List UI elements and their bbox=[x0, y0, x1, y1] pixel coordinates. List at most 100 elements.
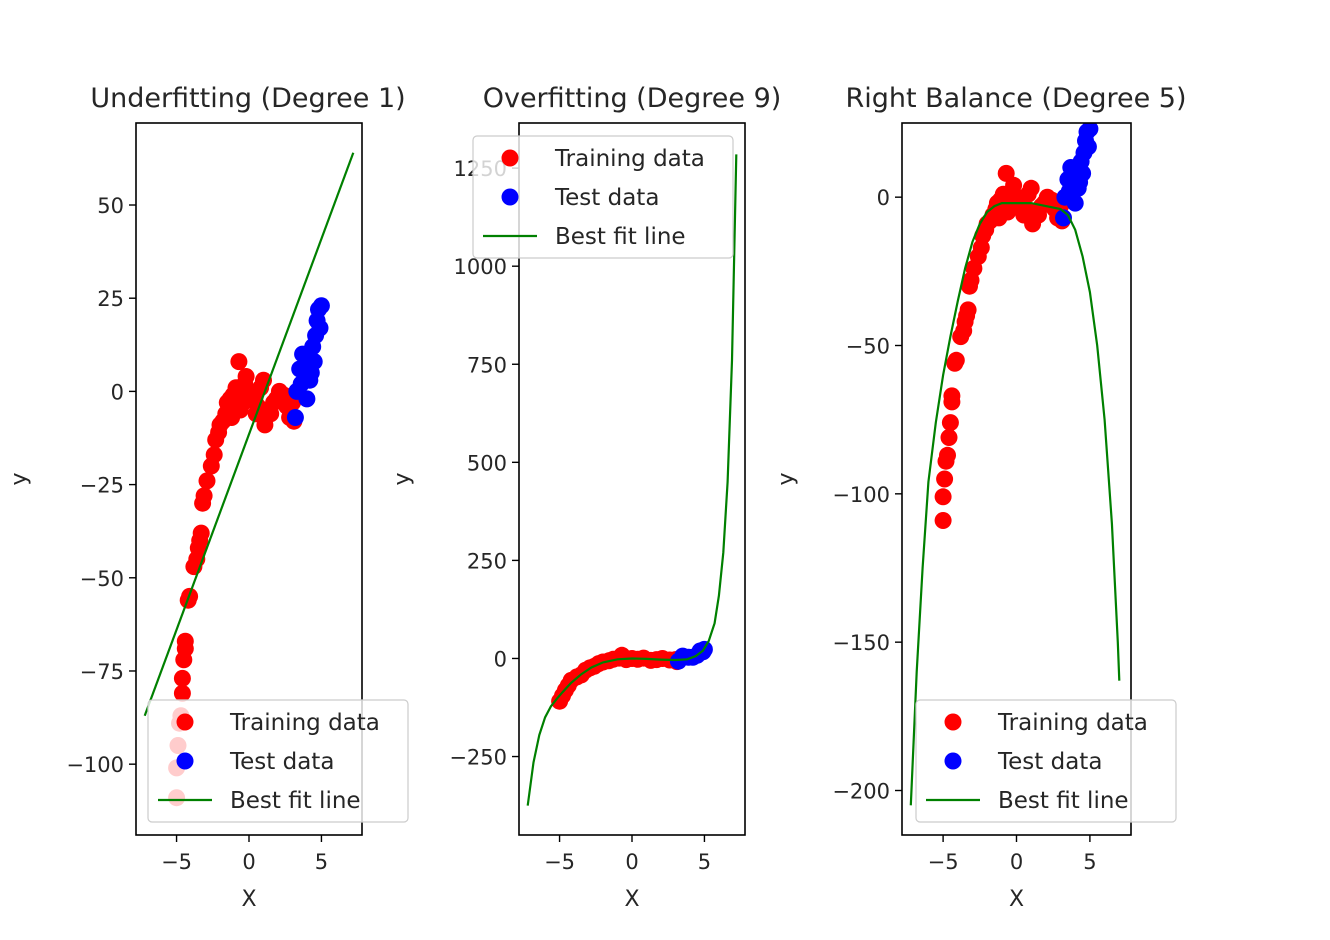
x-tick-label: 5 bbox=[1083, 850, 1096, 874]
legend-marker-swatch bbox=[501, 149, 519, 167]
best-fit-line bbox=[526, 154, 738, 806]
training-point bbox=[192, 524, 210, 542]
y-tick-label: −75 bbox=[80, 660, 124, 684]
training-point bbox=[173, 669, 191, 687]
x-tick-label: −5 bbox=[161, 850, 192, 874]
legend-label: Test data bbox=[997, 749, 1102, 775]
legend-label: Training data bbox=[997, 710, 1148, 736]
legend-box bbox=[915, 699, 1177, 823]
test-point bbox=[1071, 173, 1089, 191]
legend-marker-swatch bbox=[944, 713, 962, 731]
legend: Training data Test data Best fit line bbox=[915, 699, 1177, 823]
training-point bbox=[943, 387, 961, 405]
best-fit-line bbox=[143, 152, 355, 717]
y-tick-label: 1000 bbox=[454, 255, 507, 279]
legend-label: Training data bbox=[554, 146, 705, 172]
legend-box bbox=[472, 135, 734, 259]
y-axis-label: y bbox=[7, 472, 32, 485]
x-tick-label: −5 bbox=[544, 850, 575, 874]
test-point bbox=[312, 297, 330, 315]
test-point bbox=[292, 375, 310, 393]
x-axis-label: X bbox=[241, 887, 256, 912]
y-tick-label: 500 bbox=[467, 451, 507, 475]
x-tick-label: 0 bbox=[1010, 850, 1023, 874]
x-axis-label: X bbox=[624, 887, 639, 912]
y-tick-label: 0 bbox=[111, 380, 124, 404]
plot-area bbox=[143, 152, 355, 807]
y-axis-label: y bbox=[774, 472, 799, 485]
x-tick-label: 0 bbox=[625, 850, 638, 874]
legend-label: Best fit line bbox=[230, 788, 361, 814]
legend-label: Training data bbox=[229, 710, 380, 736]
x-tick-label: −5 bbox=[928, 850, 959, 874]
training-point bbox=[198, 472, 216, 490]
x-tick-label: 0 bbox=[242, 850, 255, 874]
test-point bbox=[1081, 123, 1099, 138]
training-point bbox=[230, 353, 248, 371]
test-point bbox=[311, 319, 329, 337]
training-point bbox=[223, 409, 241, 426]
training-point bbox=[1022, 179, 1040, 197]
training-point bbox=[195, 487, 213, 505]
training-point bbox=[941, 414, 959, 432]
plot-area bbox=[909, 123, 1121, 806]
y-tick-label: 750 bbox=[467, 353, 507, 377]
subplot-title: Right Balance (Degree 5) bbox=[845, 83, 1186, 114]
training-point bbox=[256, 416, 274, 434]
y-tick-label: −100 bbox=[66, 753, 124, 777]
training-point bbox=[934, 488, 952, 506]
subplot-title: Underfitting (Degree 1) bbox=[90, 83, 405, 114]
legend-marker-swatch bbox=[944, 752, 962, 770]
test-point bbox=[1079, 138, 1097, 156]
training-point bbox=[990, 209, 1008, 227]
subplot-title: Overfitting (Degree 9) bbox=[483, 83, 782, 114]
legend-label: Test data bbox=[229, 749, 334, 775]
training-point bbox=[939, 446, 956, 464]
test-point bbox=[286, 409, 304, 426]
legend-label: Best fit line bbox=[555, 224, 686, 250]
training-point bbox=[947, 351, 965, 369]
y-tick-label: 0 bbox=[494, 647, 507, 671]
legend: Training data Test data Best fit line bbox=[147, 699, 409, 823]
test-point bbox=[302, 364, 320, 382]
training-point bbox=[176, 632, 194, 650]
training-point bbox=[934, 512, 952, 529]
training-point bbox=[940, 429, 958, 446]
x-tick-label: 5 bbox=[315, 850, 328, 874]
training-point bbox=[237, 368, 255, 385]
y-tick-label: −25 bbox=[80, 474, 124, 498]
legend-label: Best fit line bbox=[998, 788, 1129, 814]
y-tick-label: −250 bbox=[449, 746, 507, 770]
training-point bbox=[173, 684, 191, 702]
y-tick-label: −100 bbox=[832, 483, 890, 507]
y-tick-label: −200 bbox=[832, 780, 890, 804]
y-axis-label: y bbox=[390, 472, 415, 485]
training-point bbox=[205, 446, 223, 464]
y-tick-label: −50 bbox=[80, 567, 124, 591]
plot-area bbox=[526, 154, 738, 806]
y-tick-label: 25 bbox=[97, 287, 124, 311]
test-point bbox=[298, 390, 316, 408]
y-tick-label: 50 bbox=[97, 194, 124, 218]
training-point bbox=[959, 301, 977, 319]
best-fit-line bbox=[909, 202, 1121, 806]
x-axis-label: X bbox=[1009, 887, 1024, 912]
y-tick-label: −150 bbox=[832, 631, 890, 655]
y-tick-label: 0 bbox=[877, 186, 890, 210]
y-tick-label: −50 bbox=[846, 335, 890, 359]
y-tick-label: 250 bbox=[467, 549, 507, 573]
legend-label: Test data bbox=[554, 185, 659, 211]
legend-marker-swatch bbox=[501, 188, 519, 206]
legend-marker-swatch bbox=[176, 713, 194, 731]
training-point bbox=[1024, 215, 1042, 233]
x-tick-label: 5 bbox=[698, 850, 711, 874]
legend-marker-swatch bbox=[176, 752, 194, 770]
legend: Training data Test data Best fit line bbox=[472, 135, 734, 259]
training-point bbox=[936, 470, 954, 488]
legend-box bbox=[147, 699, 409, 823]
training-point bbox=[218, 394, 236, 412]
